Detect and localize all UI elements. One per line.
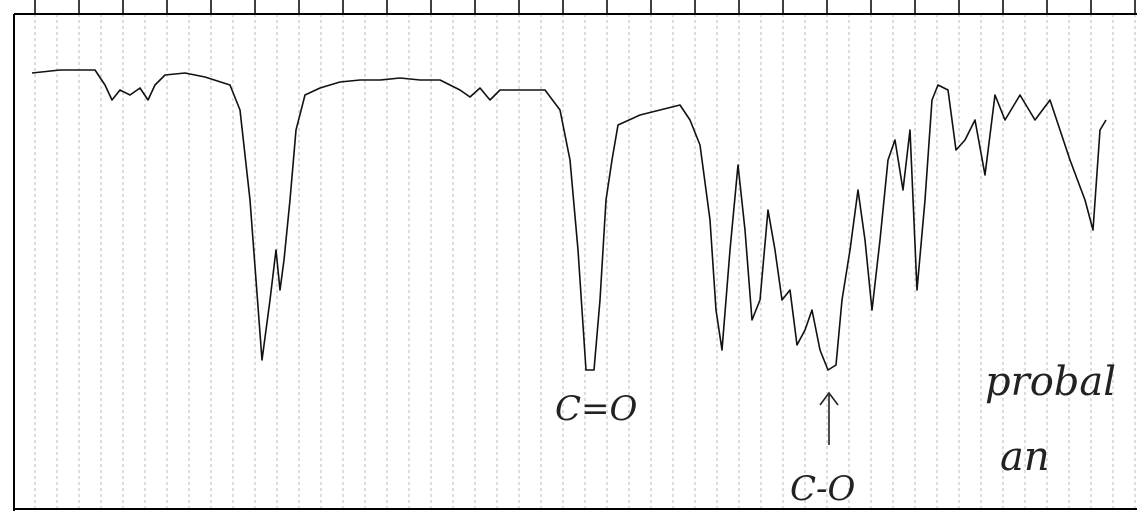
note-line-1: probal [985, 359, 1116, 405]
carbonyl-label: C=O [555, 389, 638, 429]
note-line-2: an [1000, 434, 1050, 480]
spectrum-trace [31, 69, 1107, 371]
arrow [819, 391, 839, 445]
ether-label: C-O [790, 469, 856, 509]
